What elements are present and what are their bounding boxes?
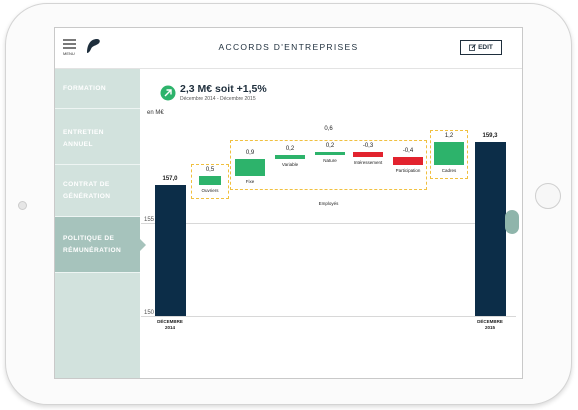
logo — [87, 39, 100, 53]
sidebar-item[interactable]: POLITIQUE DE RÉMUNÉRATION — [55, 217, 140, 273]
waterfall-bar — [199, 176, 221, 186]
waterfall-bar — [434, 142, 464, 165]
home-button[interactable] — [535, 183, 561, 209]
grid-line — [141, 316, 516, 317]
value-label: 0,2 — [325, 142, 335, 149]
grid-line — [141, 222, 516, 224]
edit-icon — [469, 44, 476, 51]
value-label: -0,4 — [402, 148, 414, 155]
y-tick-label: 155 — [144, 216, 155, 223]
group-box — [230, 139, 427, 190]
value-label: 1,2 — [444, 133, 454, 140]
screen: MENU ACCORDS D'ENTREPRISES EDIT FORMATIO… — [54, 27, 523, 379]
page-title: ACCORDS D'ENTREPRISES — [218, 42, 359, 52]
value-label: 157,0 — [162, 176, 178, 183]
waterfall-bar — [154, 185, 186, 316]
group-value-label: 0,6 — [324, 125, 333, 132]
waterfall-bar — [353, 151, 383, 158]
waterfall-bar — [315, 151, 345, 156]
header: MENU ACCORDS D'ENTREPRISES EDIT — [55, 28, 522, 69]
summary-period: Décembre 2014 - Décembre 2015 — [180, 96, 256, 102]
category-label: Ouvriers — [201, 188, 219, 194]
waterfall-bar — [474, 142, 506, 316]
highlight-box — [430, 130, 468, 179]
edit-label[interactable]: EDIT — [478, 44, 493, 51]
value-label: 0,2 — [285, 146, 295, 153]
sidebar-item[interactable]: ENTRETIEN ANNUEL — [55, 113, 140, 165]
category-label: Participation — [395, 167, 421, 173]
menu-label[interactable]: MENU — [63, 51, 75, 56]
sidebar: FORMATION ENTRETIEN ANNUEL CONTRAT DE GÉNÉ… — [55, 69, 146, 378]
group-label: Employés — [318, 201, 339, 206]
active-arrow — [140, 239, 146, 251]
waterfall-bar — [393, 157, 423, 165]
sidebar-item[interactable]: CONTRAT DE GÉNÉRATION — [55, 165, 140, 217]
sidebar-item[interactable]: FORMATION — [55, 69, 140, 109]
value-label: 0,9 — [245, 150, 255, 157]
trend-icon — [160, 85, 176, 101]
edit-button[interactable]: EDIT — [460, 40, 502, 55]
chart: en M€ 150 155 157,0 DÉCEMBRE 2014 0,5 Ouvriers… — [55, 28, 522, 378]
category-label: Cadres — [441, 167, 457, 173]
category-label: Nature — [323, 158, 337, 164]
waterfall-bar — [275, 155, 305, 160]
value-label: 159,3 — [482, 133, 498, 140]
category-label: Intéressement — [353, 160, 383, 166]
value-label: 0,5 — [205, 167, 215, 173]
y-tick-label: 150 — [144, 310, 155, 316]
content: 2,3 M€ soit +1,5% Décembre 2014 - Décemb… — [140, 69, 522, 378]
menu-icon[interactable] — [63, 38, 77, 50]
value-label: -0,3 — [362, 142, 374, 149]
category-label: DÉCEMBRE 2014 — [157, 319, 183, 330]
category-label: DÉCEMBRE 2015 — [477, 319, 503, 330]
category-label: Variable — [281, 162, 299, 168]
summary-headline: 2,3 M€ soit +1,5% — [180, 83, 267, 95]
scroll-handle[interactable] — [505, 210, 519, 234]
category-label: Fixe — [245, 179, 255, 184]
camera — [18, 201, 27, 210]
y-axis-label: en M€ — [147, 110, 164, 116]
highlight-box — [191, 164, 229, 200]
waterfall-bar — [235, 159, 265, 176]
